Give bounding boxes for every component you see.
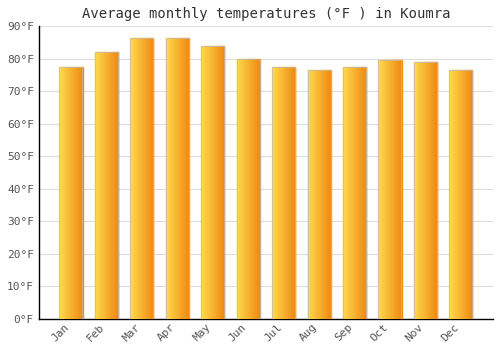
Bar [378,61,402,319]
Bar [272,67,295,319]
Bar [450,70,472,319]
Bar [166,38,189,319]
Bar [236,59,260,319]
Bar [236,59,260,319]
Bar [308,70,330,319]
Bar [60,67,82,319]
Bar [166,38,189,319]
Bar [343,67,366,319]
Bar [272,67,295,319]
Bar [378,61,402,319]
Bar [450,70,472,319]
Bar [130,38,154,319]
Bar [343,67,366,319]
Bar [414,62,437,319]
Title: Average monthly temperatures (°F ) in Koumra: Average monthly temperatures (°F ) in Ko… [82,7,450,21]
Bar [60,67,82,319]
Bar [308,70,330,319]
Bar [95,52,118,319]
Bar [95,52,118,319]
Bar [130,38,154,319]
Bar [414,62,437,319]
Bar [201,46,224,319]
Bar [201,46,224,319]
